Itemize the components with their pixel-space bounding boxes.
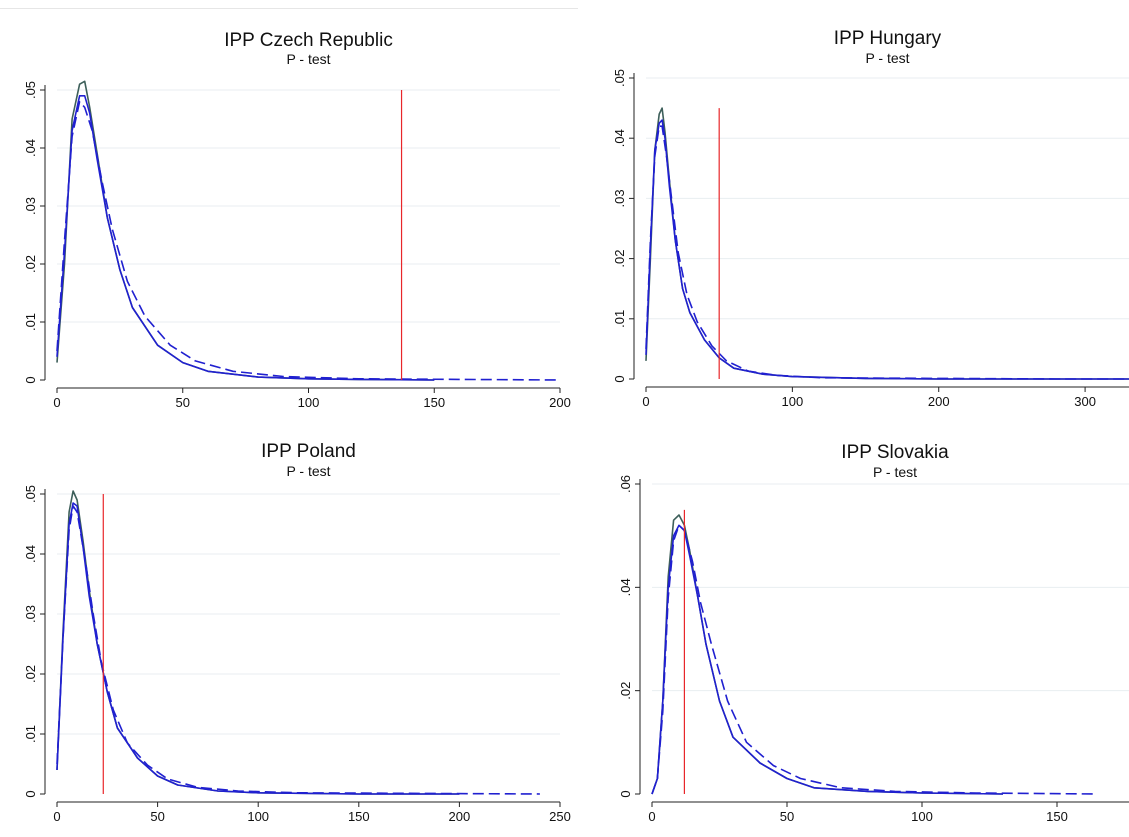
y-tick-label: .05 (612, 69, 627, 87)
x-tick-label: 200 (449, 809, 471, 824)
x-tick-label: 100 (911, 809, 933, 824)
x-tick-label: 100 (782, 394, 804, 409)
x-tick-label: 0 (53, 809, 60, 824)
chart-subtitle: P - test (873, 464, 917, 480)
y-tick-label: 0 (618, 790, 633, 797)
y-tick-label: 0 (612, 375, 627, 382)
chart-title: IPP Czech Republic (224, 30, 393, 51)
chart-slovakia: IPP Slovakia P - test 0 50 100 150 0 .02 .04 .06 (578, 425, 1129, 837)
series-line-solid (651, 524, 1004, 795)
y-tick-label: .02 (618, 682, 633, 700)
y-tick-label: .05 (23, 81, 38, 99)
x-tick-label: 50 (780, 809, 794, 824)
y-tick-label: .02 (612, 250, 627, 268)
y-tick-label: 0 (23, 790, 38, 797)
y-tick-label: .04 (23, 139, 38, 157)
chart-title: IPP Poland (261, 441, 356, 462)
y-tick-label: .03 (612, 189, 627, 207)
y-tick-label: .03 (23, 605, 38, 623)
x-tick-label: 300 (1074, 394, 1096, 409)
y-tick-label: .05 (23, 485, 38, 503)
x-tick-label: 250 (549, 809, 571, 824)
y-tick-label: .04 (618, 578, 633, 596)
series-line-solid (56, 490, 460, 795)
y-tick-label: .01 (23, 313, 38, 331)
x-tick-label: 0 (648, 809, 655, 824)
chart-poland: IPP Poland P - test 0 50 100 150 200 250 0 .01 .02… (0, 425, 571, 837)
chart-subtitle: P - test (286, 51, 330, 67)
y-tick-label: .02 (23, 255, 38, 273)
x-tick-label: 100 (298, 395, 320, 410)
chart-title: IPP Hungary (834, 28, 942, 49)
y-tick-label: 0 (23, 376, 38, 383)
y-tick-label: .06 (618, 475, 633, 493)
x-tick-label: 150 (423, 395, 445, 410)
series-line-dashed (56, 505, 540, 795)
x-tick-label: 0 (53, 395, 60, 410)
x-tick-label: 50 (176, 395, 190, 410)
series-line-solid (645, 119, 1129, 380)
series-line-solid (56, 80, 435, 381)
x-tick-label: 200 (928, 394, 950, 409)
y-tick-label: .01 (612, 310, 627, 328)
series-line-dashed (651, 524, 1098, 795)
x-tick-label: 200 (549, 395, 571, 410)
series-line-dashed (56, 100, 561, 381)
y-tick-label: .03 (23, 197, 38, 215)
series-line-dashed (645, 125, 1129, 380)
top-divider (0, 8, 578, 9)
series-line-solid (651, 514, 1004, 795)
chart-hungary: IPP Hungary P - test 0 100 200 300 0 .01 .02 .03.… (578, 10, 1129, 422)
x-tick-label: 150 (348, 809, 370, 824)
chart-subtitle: P - test (286, 463, 330, 479)
x-tick-label: 50 (150, 809, 164, 824)
y-tick-label: .04 (612, 129, 627, 147)
x-tick-label: 100 (247, 809, 269, 824)
chart-subtitle: P - test (865, 50, 909, 66)
series-line-solid (56, 95, 435, 381)
x-tick-label: 0 (642, 394, 649, 409)
series-line-solid (56, 502, 460, 795)
y-tick-label: .04 (23, 545, 38, 563)
series-line-solid (645, 107, 1129, 380)
y-tick-label: .01 (23, 725, 38, 743)
chart-title: IPP Slovakia (841, 442, 949, 463)
chart-czech-republic: IPP Czech Republic P - test 0 50 100 150 200 0.… (0, 10, 571, 422)
y-tick-label: .02 (23, 665, 38, 683)
x-tick-label: 150 (1046, 809, 1068, 824)
